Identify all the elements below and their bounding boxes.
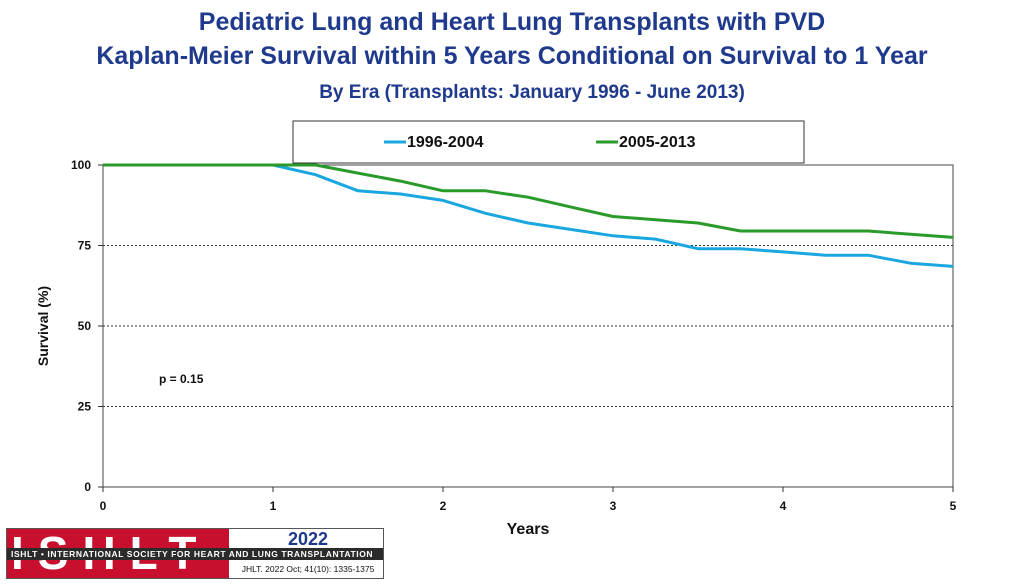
series-line-2005-2013 — [103, 163, 954, 239]
x-tick-label-3: 3 — [610, 499, 617, 513]
x-tick-label-1: 1 — [270, 499, 277, 513]
x-axis-label: Years — [507, 521, 550, 538]
series-line-1996-2004 — [103, 163, 954, 268]
chart-subtitle: By Era (Transplants: January 1996 - June… — [319, 82, 745, 103]
legend-label-2005-2013: 2005-2013 — [619, 134, 696, 151]
report-year: 2022 — [287, 529, 329, 549]
citation: JHLT. 2022 Oct; 41(10): 1335-1375 — [241, 564, 375, 574]
y-tick-label-25: 25 — [78, 400, 92, 414]
chart-title-line1: Pediatric Lung and Heart Lung Transplant… — [198, 8, 826, 36]
x-tick-label-2: 2 — [440, 499, 447, 513]
y-axis-label: Survival (%) — [35, 286, 51, 366]
chart-title-line2: Kaplan-Meier Survival within 5 Years Con… — [96, 42, 928, 70]
x-tick-label-4: 4 — [780, 499, 787, 513]
legend-label-1996-2004: 1996-2004 — [407, 134, 484, 151]
organization-band: ISHLT • INTERNATIONAL SOCIETY FOR HEART … — [7, 548, 383, 560]
y-tick-label-0: 0 — [84, 480, 91, 494]
x-tick-label-0: 0 — [100, 499, 107, 513]
legend-box — [292, 120, 805, 164]
p-value-annotation: p = 0.15 — [159, 372, 204, 386]
footer-logo-panel: ISHLT ISHLT • INTERNATIONAL SOCIETY FOR … — [6, 528, 384, 579]
y-tick-label-75: 75 — [78, 239, 92, 253]
x-tick-label-5: 5 — [950, 499, 957, 513]
y-tick-label-100: 100 — [71, 158, 91, 172]
y-tick-label-50: 50 — [78, 319, 92, 333]
